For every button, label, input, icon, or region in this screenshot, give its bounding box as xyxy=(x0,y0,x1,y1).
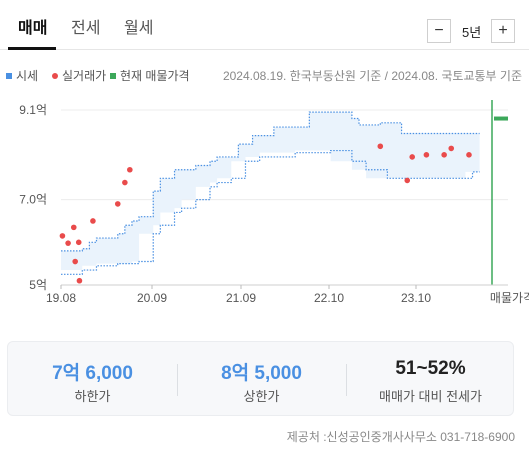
transaction-point xyxy=(127,166,133,173)
provider-info: 제공처 :신성공인중개사사무소 031-718-6900 xyxy=(286,430,515,444)
circle-marker-icon xyxy=(52,72,58,79)
y-tick-label: 5억 xyxy=(29,278,47,292)
transaction-point xyxy=(466,152,472,158)
x-tick-label: 23.10 xyxy=(401,291,431,305)
transaction-point xyxy=(72,258,78,265)
transaction-point xyxy=(114,201,121,207)
y-tick-label: 9.1억 xyxy=(19,103,47,117)
period-value: 5년 xyxy=(462,25,482,40)
increase-period-button[interactable]: + xyxy=(491,19,515,43)
legend-label: 시세 xyxy=(16,69,39,83)
transaction-point xyxy=(441,152,447,158)
transaction-point xyxy=(59,233,66,239)
x-tick-label: 20.09 xyxy=(137,291,167,305)
divider xyxy=(177,364,178,396)
lower-price-value: 7억 6,000 xyxy=(52,363,133,384)
data-source-note: 2024.08.19. 한국부동산원 기준 / 2024.08. 국토교통부 기… xyxy=(222,69,522,83)
tab-monthly-rent[interactable]: 월세 xyxy=(124,20,154,37)
legend-item-transaction-price: 실거래가 xyxy=(52,67,106,84)
tab-jeonse[interactable]: 전세 xyxy=(71,20,101,37)
upper-price-cell: 8억 5,000 상한가 xyxy=(177,342,346,417)
active-tab-underline xyxy=(8,47,56,50)
transaction-point xyxy=(377,143,384,150)
transaction-point xyxy=(76,277,83,284)
price-summary-panel: 7억 6,000 하한가 8억 5,000 상한가 51~52% 매매가 대비 … xyxy=(7,341,514,416)
tab-sale[interactable]: 매매 xyxy=(18,20,48,37)
transaction-point xyxy=(409,154,416,160)
legend-item-market-price: 시세 xyxy=(6,67,38,84)
square-marker-icon xyxy=(6,72,12,79)
transaction-point xyxy=(65,240,71,246)
transaction-point xyxy=(423,152,430,158)
decrease-period-button[interactable]: − xyxy=(427,19,451,43)
upper-price-label: 상한가 xyxy=(243,389,280,404)
lower-price-label: 하한가 xyxy=(74,389,111,404)
transaction-point xyxy=(75,239,82,246)
x-end-label: 매물가격 xyxy=(490,291,529,305)
transaction-point xyxy=(122,179,128,186)
period-stepper: − 5년 + xyxy=(427,19,515,43)
lower-price-cell: 7억 6,000 하한가 xyxy=(8,342,177,417)
listing-price-marker xyxy=(494,116,508,121)
y-tick-label: 7.0억 xyxy=(19,193,47,207)
transaction-point xyxy=(90,218,96,224)
market-price-lower-line xyxy=(61,149,480,275)
divider xyxy=(346,364,347,396)
chart-legend: 시세 실거래가 현재 매물가격 2024.08.19. 한국부동산원 기준 / … xyxy=(6,67,522,83)
market-price-upper-line xyxy=(61,111,480,252)
x-tick-label: 22.10 xyxy=(314,291,344,305)
upper-price-value: 8억 5,000 xyxy=(221,363,302,384)
jeonse-ratio-value: 51~52% xyxy=(395,358,466,379)
jeonse-ratio-cell: 51~52% 매매가 대비 전세가 xyxy=(346,342,515,417)
legend-label: 현재 매물가격 xyxy=(120,69,190,83)
legend-item-listing-price: 현재 매물가격 xyxy=(110,67,190,84)
deal-type-tabs: 매매 전세 월세 xyxy=(0,0,529,50)
x-tick-label: 21.09 xyxy=(226,291,256,305)
transaction-point xyxy=(70,224,77,231)
square-marker-icon xyxy=(110,72,116,79)
transaction-point xyxy=(404,177,411,184)
market-price-band xyxy=(61,112,480,275)
jeonse-ratio-label: 매매가 대비 전세가 xyxy=(379,389,482,404)
transaction-point xyxy=(448,145,455,152)
x-tick-label: 19.08 xyxy=(46,291,76,305)
legend-label: 실거래가 xyxy=(62,69,107,83)
